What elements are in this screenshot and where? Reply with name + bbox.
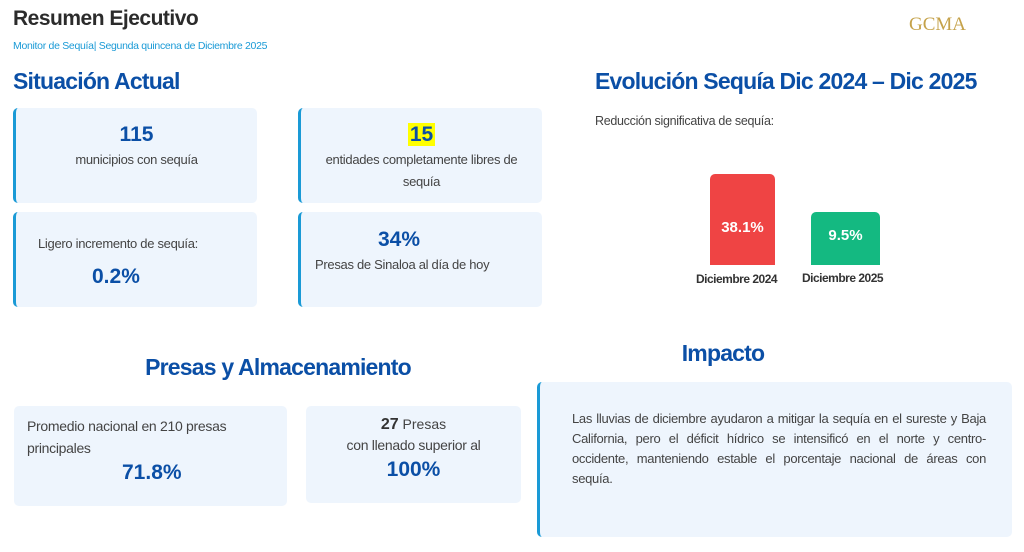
bar-diciembre-2025: 9.5% xyxy=(811,212,880,265)
presas-count: 27 xyxy=(380,416,399,433)
llenado-value: 100% xyxy=(386,458,441,481)
llenado-label: con llenado superior al xyxy=(346,437,481,453)
presas-title: Presas y Almacenamiento xyxy=(145,354,412,380)
sinaloa-value: 34% xyxy=(378,228,421,251)
incremento-label: Ligero incremento de sequía: xyxy=(38,236,198,251)
drought-bar-chart: 38.1% 9.5% xyxy=(690,150,910,265)
bar-label-2024: Diciembre 2024 xyxy=(696,272,778,286)
card-municipios: 115 municipios con sequía xyxy=(13,108,257,203)
card-entidades: 15 entidades completamente libres de seq… xyxy=(298,108,542,203)
presas-count-label: Presas xyxy=(402,416,447,432)
page-subtitle: Monitor de Sequía| Segunda quincena de D… xyxy=(13,40,268,52)
card-impacto: Las lluvias de diciembre ayudaron a miti… xyxy=(537,382,1012,537)
bar-diciembre-2024: 38.1% xyxy=(710,173,775,265)
gcma-logo: GCMA xyxy=(909,14,967,35)
situacion-title: Situación Actual xyxy=(13,68,180,94)
promedio-label: Promedio nacional en 210 presas principa… xyxy=(27,418,227,456)
sinaloa-label: Presas de Sinaloa al día de hoy xyxy=(315,257,490,272)
promedio-value: 71.8% xyxy=(122,461,182,484)
impacto-title: Impacto xyxy=(681,340,765,366)
card-promedio: Promedio nacional en 210 presas principa… xyxy=(14,406,287,506)
bar-label-2025: Diciembre 2025 xyxy=(802,271,884,285)
bar-value-label: 9.5% xyxy=(828,227,863,245)
evolucion-title: Evolución Sequía Dic 2024 – Dic 2025 xyxy=(595,68,977,94)
bar-value-label: 38.1% xyxy=(721,218,764,236)
impacto-text: Las lluvias de diciembre ayudaron a miti… xyxy=(572,411,986,486)
municipios-value: 115 xyxy=(119,123,154,146)
card-incremento: Ligero incremento de sequía: 0.2% xyxy=(13,212,257,307)
entidades-label: entidades completamente libres de sequía xyxy=(325,152,518,189)
page-title: Resumen Ejecutivo xyxy=(13,7,199,30)
card-presas-sinaloa: 34% Presas de Sinaloa al día de hoy xyxy=(298,212,542,307)
incremento-value: 0.2% xyxy=(92,265,140,288)
entidades-value: 15 xyxy=(407,123,436,146)
card-presas-llenado: 27 Presas con llenado superior al 100% xyxy=(306,406,521,503)
municipios-label: municipios con sequía xyxy=(75,152,198,167)
evolucion-subtitle: Reducción significativa de sequía: xyxy=(595,114,774,128)
